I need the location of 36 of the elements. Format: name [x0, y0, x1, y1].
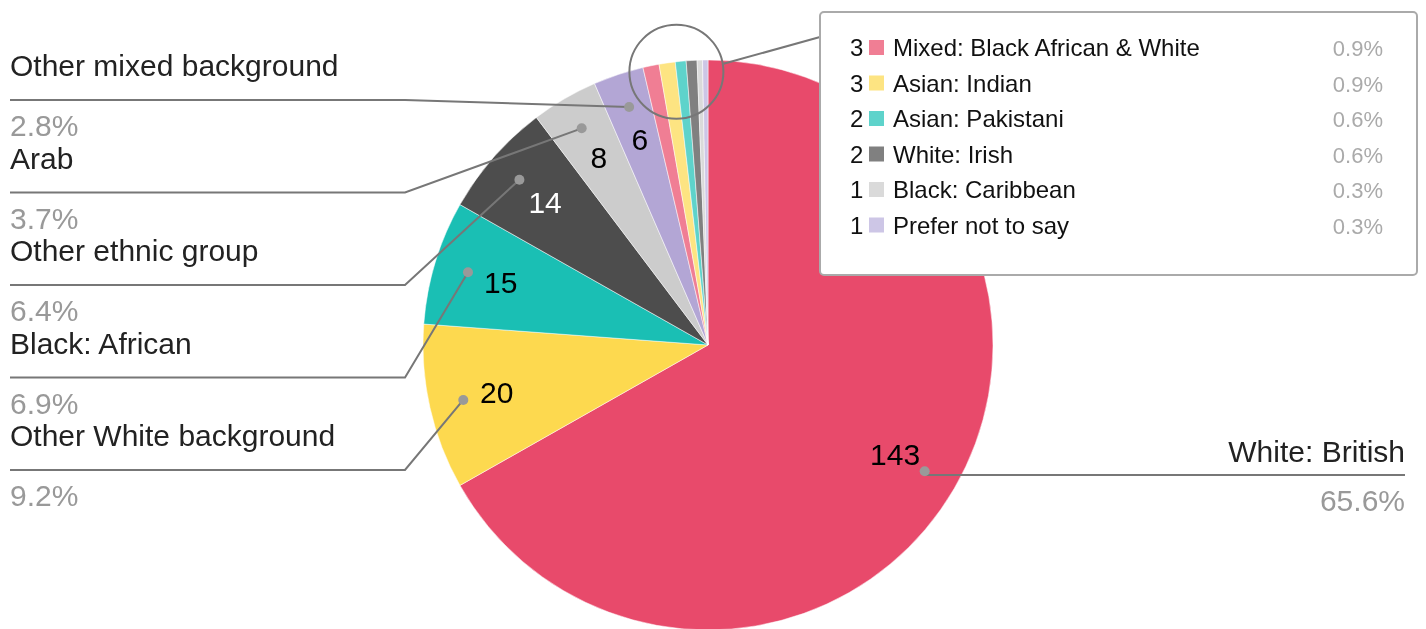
- legend-label: White: Irish: [893, 140, 1014, 168]
- slice-label: Other ethnic group: [10, 234, 259, 267]
- text: 20: [479, 375, 514, 409]
- legend-label: Asian: Indian: [893, 69, 1032, 97]
- text: 8: [590, 141, 608, 175]
- text: 3: [850, 34, 864, 61]
- data-label: 9.2%: [10, 479, 79, 512]
- text: 2: [850, 105, 864, 132]
- data-label: 2.8%: [10, 109, 79, 142]
- data-label: 65.6%: [1319, 484, 1405, 517]
- data-label: 6.9%: [10, 386, 79, 420]
- text: 3: [850, 69, 864, 97]
- legend-label: Asian: Pakistani: [893, 105, 1064, 132]
- data-label: 6.4%: [10, 294, 79, 327]
- text: 1: [850, 176, 864, 203]
- legend-label: Black: Caribbean: [893, 176, 1076, 203]
- data-label: 0.3%: [1332, 213, 1383, 239]
- data-label: 0.6%: [1332, 142, 1383, 168]
- text: 14: [528, 185, 562, 219]
- slice-label: Other mixed background: [10, 49, 339, 82]
- slice-label: Arab: [10, 141, 74, 175]
- data-label: 0.9%: [1332, 71, 1383, 97]
- data-label: 3.7%: [10, 201, 79, 235]
- text: 15: [484, 265, 518, 299]
- slice-label: Black: African: [10, 326, 192, 360]
- legend-label: Mixed: Black African & White: [893, 34, 1200, 61]
- data-label: 0.9%: [1332, 36, 1383, 61]
- slice-label: Other White background: [10, 419, 336, 452]
- text: 143: [870, 437, 921, 471]
- text: 2: [850, 140, 864, 168]
- text: 6: [631, 122, 649, 156]
- slice-label: White: British: [1228, 435, 1405, 468]
- legend-label: Prefer not to say: [893, 211, 1070, 239]
- data-label: 0.3%: [1332, 178, 1383, 203]
- data-label: 0.6%: [1332, 107, 1383, 132]
- text: 1: [850, 211, 864, 239]
